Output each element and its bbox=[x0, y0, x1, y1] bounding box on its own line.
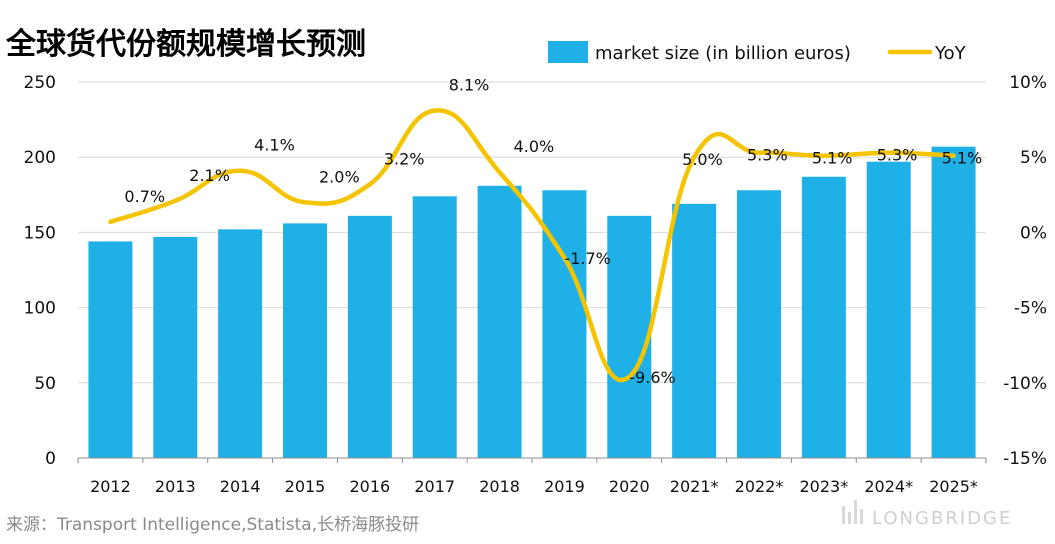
yoy-label-2021-forecast: 5.0% bbox=[682, 150, 723, 169]
y-left-tick-label: 100 bbox=[24, 299, 56, 319]
x-category-label: 2015 bbox=[285, 477, 326, 496]
x-axis-categories: 2012 2013 2014 2015 2016 2017 2018 2019 2020 2021… bbox=[90, 477, 978, 496]
yoy-line-path bbox=[108, 108, 956, 383]
y-right-tick-label: -15% bbox=[1003, 449, 1047, 469]
x-category-label: 2025* bbox=[929, 477, 978, 496]
axes bbox=[77, 457, 987, 463]
bar-2014 bbox=[218, 229, 263, 458]
y-right-tick-label: 0% bbox=[1020, 223, 1047, 243]
x-category-label: 2016 bbox=[349, 477, 390, 496]
yoy-label-2017: 8.1% bbox=[449, 76, 490, 95]
yoy-line bbox=[108, 108, 956, 383]
bar-2012 bbox=[88, 241, 133, 458]
chart-title: 全球货代份额规模增长预测 bbox=[5, 27, 366, 62]
y-right-tick-label: 5% bbox=[1020, 148, 1047, 168]
bar-2025-forecast bbox=[931, 146, 976, 458]
bar-2024-forecast bbox=[866, 161, 911, 458]
data-labels: 0.7% 2.1% 4.1% 2.0% 3.2% 8.1% 4.0% -1.7% -9.6% 5.… bbox=[124, 76, 982, 387]
x-category-label: 2024* bbox=[864, 477, 913, 496]
y-axis-left: 0 50 100 150 200 250 bbox=[24, 73, 56, 469]
x-category-label: 2022* bbox=[735, 477, 784, 496]
x-category-label: 2021* bbox=[670, 477, 719, 496]
bar-2021-forecast bbox=[672, 203, 717, 458]
legend-label-market-size: market size (in billion euros) bbox=[595, 43, 851, 64]
source-note: 来源：Transport Intelligence,Statista,长桥海豚投… bbox=[6, 515, 419, 535]
yoy-label-2018: 4.0% bbox=[514, 137, 555, 156]
bar-2023-forecast bbox=[801, 176, 846, 458]
bar-2016 bbox=[347, 215, 392, 458]
y-left-tick-label: 250 bbox=[24, 73, 56, 93]
brand-name: LONGBRIDGE bbox=[872, 508, 1012, 529]
bar-2022-forecast bbox=[737, 190, 781, 458]
yoy-label-2016: 3.2% bbox=[384, 149, 425, 168]
yoy-label-2019: -1.7% bbox=[564, 249, 610, 268]
x-category-label: 2020 bbox=[609, 477, 650, 496]
yoy-label-2012: 0.7% bbox=[124, 187, 165, 206]
x-category-label: 2019 bbox=[544, 477, 585, 496]
y-left-tick-label: 0 bbox=[45, 449, 56, 469]
legend-swatch-market-size bbox=[548, 41, 588, 63]
brand-logo: LONGBRIDGE bbox=[842, 500, 1012, 529]
y-axis-right: -15% -10% -5% 0% 5% 10% bbox=[1003, 73, 1047, 469]
yoy-label-2024-forecast: 5.3% bbox=[877, 146, 918, 165]
yoy-label-2022-forecast: 5.3% bbox=[747, 146, 788, 165]
bar-2015 bbox=[283, 223, 327, 458]
yoy-label-2020: -9.6% bbox=[629, 368, 675, 387]
y-right-tick-label: 10% bbox=[1009, 73, 1047, 93]
bar-2020 bbox=[607, 215, 652, 458]
legend: market size (in billion euros) YoY bbox=[548, 41, 967, 64]
yoy-label-2023-forecast: 5.1% bbox=[812, 149, 853, 168]
y-left-tick-label: 200 bbox=[24, 148, 56, 168]
gridlines bbox=[78, 81, 986, 384]
y-right-tick-label: -5% bbox=[1014, 299, 1047, 319]
yoy-label-2013: 2.1% bbox=[189, 166, 230, 185]
x-category-label: 2018 bbox=[479, 477, 520, 496]
bar-2013 bbox=[153, 236, 198, 458]
bar-2017 bbox=[412, 196, 457, 458]
x-category-label: 2023* bbox=[799, 477, 848, 496]
legend-label-yoy: YoY bbox=[934, 43, 967, 64]
y-left-tick-label: 50 bbox=[34, 374, 56, 394]
bars bbox=[88, 146, 976, 458]
yoy-label-2015: 2.0% bbox=[319, 167, 360, 186]
x-category-label: 2014 bbox=[220, 477, 261, 496]
yoy-label-2014: 4.1% bbox=[254, 136, 295, 155]
x-category-label: 2012 bbox=[90, 477, 131, 496]
x-category-label: 2013 bbox=[155, 477, 196, 496]
y-right-tick-label: -10% bbox=[1003, 374, 1047, 394]
bar-2018 bbox=[477, 185, 522, 458]
brand-bars-icon bbox=[842, 500, 863, 524]
y-left-tick-label: 150 bbox=[24, 223, 56, 243]
x-category-label: 2017 bbox=[414, 477, 455, 496]
yoy-label-2025-forecast: 5.1% bbox=[942, 149, 983, 168]
